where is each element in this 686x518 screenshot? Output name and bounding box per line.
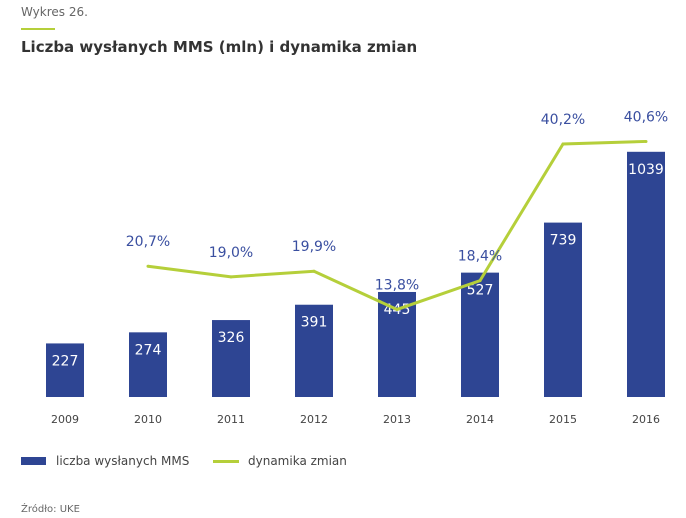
line-value-label: 40,2% <box>541 112 585 128</box>
bar <box>129 332 167 397</box>
chart-title: Liczba wysłanych MMS (mln) i dynamika zm… <box>21 38 418 56</box>
line-point <box>229 275 233 279</box>
x-tick-label: 2014 <box>466 413 494 426</box>
x-tick-label: 2015 <box>549 413 577 426</box>
line-value-label: 19,9% <box>292 239 336 255</box>
legend-item-bars: liczba wysłanych MMS <box>21 454 189 468</box>
x-tick-label: 2012 <box>300 413 328 426</box>
line-value-label: 20,7% <box>126 234 170 250</box>
bar <box>46 343 84 397</box>
bar <box>212 320 250 397</box>
figure-number: Wykres 26. <box>21 5 88 19</box>
line-value-label: 18,4% <box>458 249 502 265</box>
line-point <box>312 269 316 273</box>
accent-rule <box>21 28 55 30</box>
line-point <box>146 264 150 268</box>
line-point <box>644 139 648 143</box>
bar-value-label: 1039 <box>628 162 664 178</box>
x-tick-label: 2011 <box>217 413 245 426</box>
legend-line-swatch <box>213 459 239 463</box>
bar <box>627 151 665 397</box>
legend-line-label: dynamika zmian <box>248 454 347 468</box>
line-value-label: 13,8% <box>375 277 419 293</box>
bar-value-label: 739 <box>550 233 577 249</box>
legend-bar-swatch <box>21 457 46 465</box>
bar-value-label: 391 <box>301 315 328 331</box>
bar-value-label: 227 <box>52 353 79 369</box>
bar <box>544 222 582 397</box>
line-point <box>561 142 565 146</box>
bar-value-label: 274 <box>135 342 162 358</box>
x-tick-label: 2016 <box>632 413 660 426</box>
x-tick-label: 2009 <box>51 413 79 426</box>
bar-value-label: 326 <box>218 330 245 346</box>
x-tick-label: 2013 <box>383 413 411 426</box>
line-value-label: 19,0% <box>209 245 253 261</box>
x-tick-label: 2010 <box>134 413 162 426</box>
legend-item-line: dynamika zmian <box>213 454 347 468</box>
line-point <box>395 307 399 311</box>
legend-bar-label: liczba wysłanych MMS <box>56 454 190 468</box>
bar <box>295 304 333 397</box>
line-point <box>478 279 482 283</box>
line-value-label: 40,6% <box>624 109 668 125</box>
source-note: Źródło: UKE <box>21 504 80 515</box>
bar <box>461 272 499 397</box>
bar-value-label: 527 <box>467 283 494 299</box>
